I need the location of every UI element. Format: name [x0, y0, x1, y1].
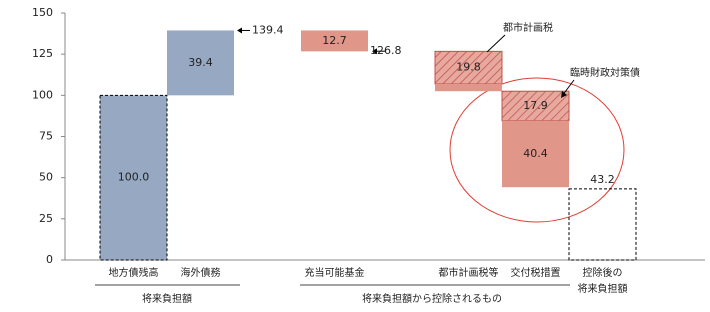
arrow-head — [561, 91, 567, 98]
value-label: 100.0 — [118, 171, 150, 184]
y-tick-label: 50 — [39, 171, 53, 184]
bar-segment — [434, 50, 503, 85]
x-tick-label: 海外債務 — [181, 266, 221, 279]
bar-segment — [501, 90, 570, 122]
x-tick-label: 充当可能基金 — [305, 266, 365, 279]
value-label: 17.9 — [523, 99, 548, 112]
x-tick-label: 都市計画税等 — [439, 266, 499, 279]
value-label: 12.7 — [322, 34, 347, 47]
x-tick-label: 交付税措置 — [511, 266, 561, 279]
annotation: 126.8 — [370, 44, 402, 57]
value-label: 39.4 — [188, 56, 213, 69]
y-tick-label: 0 — [46, 253, 53, 266]
annotation: 臨時財政対策債 — [570, 66, 640, 79]
group-label: 将来負担額から控除されるもの — [362, 292, 502, 305]
annotation: 139.4 — [252, 23, 284, 36]
arrow-head — [372, 48, 377, 55]
bar-segment — [99, 94, 168, 261]
y-tick-label: 75 — [39, 130, 53, 143]
bar-segment — [435, 83, 502, 92]
x-tick-label: 将来負担額 — [578, 282, 628, 295]
x-tick-label: 控除後の — [583, 266, 623, 279]
callout-line — [486, 34, 506, 53]
annotation: 都市計画税 — [503, 21, 553, 34]
bar-segment — [568, 188, 637, 261]
value-label: 40.4 — [523, 147, 548, 160]
highlight-circle — [449, 77, 625, 223]
y-tick-label: 100 — [32, 88, 53, 101]
value-label: 43.2 — [590, 173, 615, 186]
bar-segment — [167, 30, 234, 96]
x-tick-label: 地方債残高 — [109, 266, 159, 279]
y-tick-label: 25 — [39, 212, 53, 225]
y-tick-label: 125 — [32, 47, 53, 60]
bar-segment — [301, 30, 368, 52]
arrow-head — [237, 27, 242, 34]
value-label: 19.8 — [456, 61, 481, 74]
y-tick-label: 150 — [32, 6, 53, 19]
group-label: 将来負担額 — [142, 292, 192, 305]
bar-segment — [502, 120, 569, 188]
